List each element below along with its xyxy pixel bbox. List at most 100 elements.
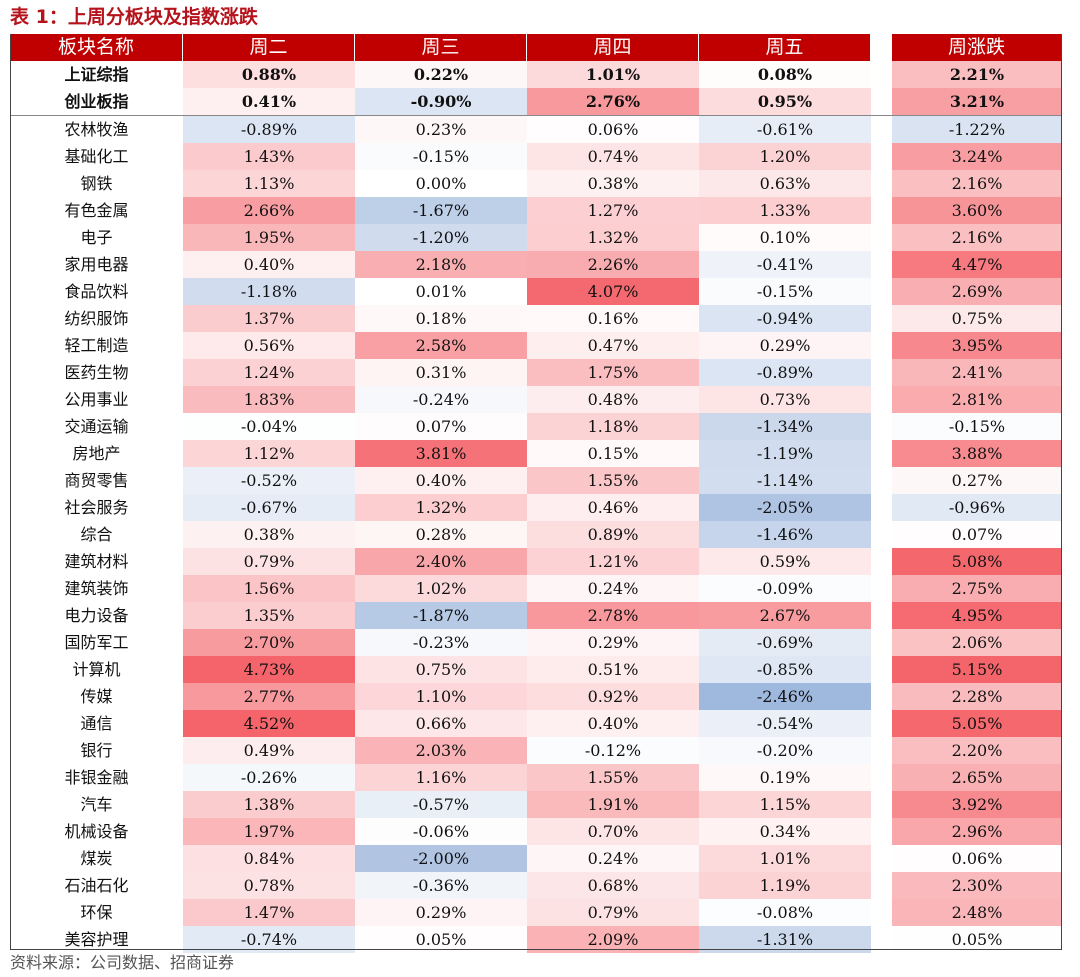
weekly-change-cell: 3.92% — [892, 791, 1062, 818]
daily-change-cell: 1.01% — [527, 61, 699, 88]
table-row: 建筑装饰 1.56% 1.02% 0.24% -0.09% 2.75% — [10, 575, 1062, 602]
weekly-change-cell: 2.41% — [892, 359, 1062, 386]
sector-name: 公用事业 — [64, 390, 129, 409]
daily-change-cell: -0.15% — [699, 278, 871, 305]
daily-change-cell: -0.90% — [355, 88, 527, 115]
daily-change-cell: 0.51% — [527, 656, 699, 683]
table-row: 有色金属 2.66% -1.67% 1.27% 1.33% 3.60% — [10, 197, 1062, 224]
table-row: 建筑材料 0.79% 2.40% 1.21% 0.59% 5.08% — [10, 548, 1062, 575]
daily-change-cell: -1.18% — [183, 278, 355, 305]
weekly-change-cell: 4.95% — [892, 602, 1062, 629]
table-row: 食品饮料 -1.18% 0.01% 4.07% -0.15% 2.69% — [10, 278, 1062, 305]
column-gap — [871, 791, 892, 818]
daily-change-cell: 1.55% — [527, 764, 699, 791]
column-gap — [871, 143, 892, 170]
column-gap — [871, 575, 892, 602]
sector-performance-table: 板块名称 周二 周三 周四 周五 周涨跌 上证综指 0.88% 0.22% 1.01%… — [10, 34, 1062, 953]
daily-change-cell: -0.15% — [355, 143, 527, 170]
daily-change-cell: 0.79% — [183, 548, 355, 575]
column-header-wed: 周三 — [355, 34, 527, 61]
sector-name: 传媒 — [80, 687, 113, 706]
daily-change-cell: -1.67% — [355, 197, 527, 224]
daily-change-cell: 0.56% — [183, 332, 355, 359]
sector-name: 家用电器 — [64, 255, 129, 274]
table-row: 银行 0.49% 2.03% -0.12% -0.20% 2.20% — [10, 737, 1062, 764]
column-gap — [871, 602, 892, 629]
column-gap — [871, 116, 892, 143]
daily-change-cell: 1.10% — [355, 683, 527, 710]
daily-change-cell: 2.40% — [355, 548, 527, 575]
daily-change-cell: 0.66% — [355, 710, 527, 737]
daily-change-cell: -0.94% — [699, 305, 871, 332]
sector-name: 基础化工 — [64, 147, 129, 166]
table-row: 非银金融 -0.26% 1.16% 1.55% 0.19% 2.65% — [10, 764, 1062, 791]
weekly-change-cell: 2.06% — [892, 629, 1062, 656]
daily-change-cell: 0.06% — [527, 116, 699, 143]
sector-name: 电力设备 — [64, 606, 129, 625]
daily-change-cell: 1.33% — [699, 197, 871, 224]
daily-change-cell: 0.49% — [183, 737, 355, 764]
column-gap — [871, 413, 892, 440]
table-row: 轻工制造 0.56% 2.58% 0.47% 0.29% 3.95% — [10, 332, 1062, 359]
daily-change-cell: -0.57% — [355, 791, 527, 818]
table-row: 传媒 2.77% 1.10% 0.92% -2.46% 2.28% — [10, 683, 1062, 710]
column-gap — [871, 899, 892, 926]
daily-change-cell: 0.18% — [355, 305, 527, 332]
weekly-change-cell: 2.16% — [892, 224, 1062, 251]
weekly-change-cell: 2.21% — [892, 61, 1062, 88]
daily-change-cell: 0.59% — [699, 548, 871, 575]
column-header-tue: 周二 — [183, 34, 355, 61]
daily-change-cell: -2.00% — [355, 845, 527, 872]
daily-change-cell: 0.89% — [527, 521, 699, 548]
daily-change-cell: -0.23% — [355, 629, 527, 656]
weekly-change-cell: -1.22% — [892, 116, 1062, 143]
daily-change-cell: 0.38% — [183, 521, 355, 548]
weekly-change-cell: 2.16% — [892, 170, 1062, 197]
column-gap — [871, 521, 892, 548]
weekly-change-cell: 2.28% — [892, 683, 1062, 710]
daily-change-cell: 0.01% — [355, 278, 527, 305]
daily-change-cell: 1.32% — [527, 224, 699, 251]
weekly-change-cell: 0.05% — [892, 926, 1062, 953]
column-gap — [871, 278, 892, 305]
index-row: 创业板指 0.41% -0.90% 2.76% 0.95% 3.21% — [10, 88, 1062, 116]
sector-name: 综合 — [80, 525, 113, 544]
weekly-change-cell: 2.96% — [892, 818, 1062, 845]
daily-change-cell: -0.61% — [699, 116, 871, 143]
sector-name: 纺织服饰 — [64, 309, 129, 328]
daily-change-cell: 0.40% — [183, 251, 355, 278]
daily-change-cell: -0.67% — [183, 494, 355, 521]
index-row: 上证综指 0.88% 0.22% 1.01% 0.08% 2.21% — [10, 61, 1062, 88]
daily-change-cell: -1.34% — [699, 413, 871, 440]
daily-change-cell: 1.16% — [355, 764, 527, 791]
daily-change-cell: 0.07% — [355, 413, 527, 440]
daily-change-cell: 0.34% — [699, 818, 871, 845]
column-gap — [871, 332, 892, 359]
daily-change-cell: 0.47% — [527, 332, 699, 359]
column-gap — [871, 359, 892, 386]
daily-change-cell: 1.47% — [183, 899, 355, 926]
daily-change-cell: 1.75% — [527, 359, 699, 386]
daily-change-cell: 1.97% — [183, 818, 355, 845]
daily-change-cell: 1.55% — [527, 467, 699, 494]
daily-change-cell: 0.79% — [527, 899, 699, 926]
daily-change-cell: -0.89% — [699, 359, 871, 386]
daily-change-cell: -0.41% — [699, 251, 871, 278]
daily-change-cell: -0.12% — [527, 737, 699, 764]
column-gap — [871, 88, 892, 115]
weekly-change-cell: 3.95% — [892, 332, 1062, 359]
table-row: 汽车 1.38% -0.57% 1.91% 1.15% 3.92% — [10, 791, 1062, 818]
weekly-change-cell: 2.75% — [892, 575, 1062, 602]
column-gap — [871, 872, 892, 899]
sector-name: 石油石化 — [64, 876, 129, 895]
daily-change-cell: 0.78% — [183, 872, 355, 899]
daily-change-cell: 0.70% — [527, 818, 699, 845]
daily-change-cell: 0.16% — [527, 305, 699, 332]
daily-change-cell: 0.24% — [527, 575, 699, 602]
daily-change-cell: 2.03% — [355, 737, 527, 764]
table-row: 石油石化 0.78% -0.36% 0.68% 1.19% 2.30% — [10, 872, 1062, 899]
sector-name: 国防军工 — [64, 633, 129, 652]
weekly-change-cell: 5.05% — [892, 710, 1062, 737]
table-row: 电力设备 1.35% -1.87% 2.78% 2.67% 4.95% — [10, 602, 1062, 629]
weekly-change-cell: 2.65% — [892, 764, 1062, 791]
